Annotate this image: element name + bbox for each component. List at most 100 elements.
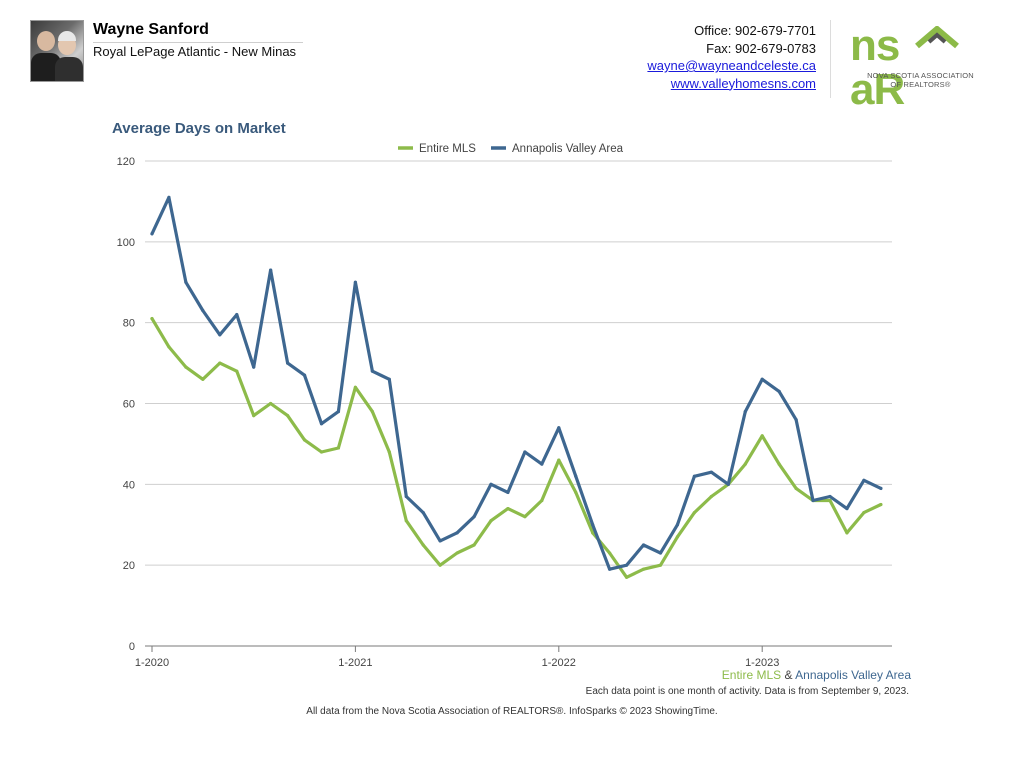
data-point: [608, 551, 612, 555]
data-point: [811, 498, 815, 503]
header-divider: [830, 20, 831, 98]
data-point: [319, 422, 324, 426]
data-point: [641, 543, 646, 547]
data-note: Each data point is one month of activity…: [585, 686, 909, 697]
contact-info: Office: 902-679-7701 Fax: 902-679-0783 w…: [647, 22, 816, 92]
agent-photo: [30, 20, 84, 82]
data-point: [523, 515, 527, 519]
data-point: [540, 498, 544, 503]
data-point: [404, 494, 408, 499]
data-point: [218, 333, 222, 337]
data-point: [879, 486, 883, 490]
report-header: Wayne Sanford Royal LePage Atlantic - Ne…: [0, 0, 1024, 112]
data-point: [794, 486, 798, 490]
legend-label: Annapolis Valley Area: [512, 143, 624, 155]
data-point: [387, 377, 391, 381]
agent-name: Wayne Sanford: [93, 21, 303, 43]
data-point: [641, 567, 646, 571]
x-tick-label: 1-2021: [338, 657, 372, 669]
y-tick-label: 40: [123, 479, 135, 491]
fax-number: Fax: 902-679-0783: [706, 40, 816, 56]
data-point: [455, 531, 459, 535]
data-point: [235, 369, 239, 373]
data-point: [574, 474, 578, 478]
data-point: [438, 563, 442, 567]
y-tick-label: 120: [117, 156, 135, 168]
data-point: [353, 280, 357, 284]
area-label: Entire MLS & Annapolis Valley Area: [722, 668, 912, 682]
data-point: [404, 519, 408, 523]
data-point: [777, 462, 781, 466]
data-point: [709, 470, 713, 474]
data-point: [658, 563, 663, 567]
data-point: [286, 414, 290, 418]
data-point: [252, 365, 256, 369]
data-point: [574, 490, 578, 495]
legend-label: Entire MLS: [419, 143, 476, 155]
data-point: [269, 401, 273, 406]
data-point: [184, 280, 188, 284]
series-line-1: [150, 195, 883, 571]
x-tick-label: 1-2022: [542, 657, 576, 669]
x-tick-label: 1-2023: [745, 657, 779, 669]
data-point: [794, 418, 798, 422]
data-point: [218, 361, 222, 365]
data-point: [591, 523, 595, 527]
data-point: [167, 345, 171, 349]
data-point: [455, 551, 459, 555]
data-point: [370, 369, 374, 373]
data-point: [472, 543, 476, 547]
data-point: [828, 498, 832, 503]
data-point: [658, 551, 663, 555]
data-point: [438, 539, 442, 543]
data-point: [675, 535, 680, 539]
data-point: [760, 377, 764, 381]
data-point: [760, 434, 764, 438]
data-point: [150, 317, 154, 321]
data-point: [625, 563, 629, 567]
data-point: [319, 450, 324, 454]
data-point: [845, 531, 849, 535]
data-point: [235, 312, 239, 317]
data-point: [387, 450, 391, 454]
data-point: [862, 511, 866, 515]
data-point: [201, 377, 205, 381]
data-point: [743, 409, 747, 414]
website-link[interactable]: www.valleyhomesns.com: [670, 75, 816, 91]
data-point: [421, 511, 425, 515]
data-point: [302, 438, 307, 442]
office-phone: Office: 902-679-7701: [694, 23, 816, 38]
data-point: [184, 365, 188, 369]
data-point: [726, 482, 730, 486]
y-tick-label: 100: [117, 237, 135, 249]
y-tick-label: 80: [123, 318, 135, 330]
chart-title: Average Days on Market: [112, 120, 286, 137]
data-point: [336, 409, 341, 414]
data-point: [777, 389, 781, 393]
data-point: [557, 426, 561, 430]
data-point: [302, 373, 307, 377]
logo-wordmark: nsaR: [850, 21, 905, 114]
data-point: [828, 494, 832, 499]
data-point: [743, 462, 747, 466]
data-point: [150, 232, 154, 236]
data-point: [692, 511, 697, 515]
logo-subtitle: NOVA SCOTIA ASSOCIATION OF REALTORS®: [867, 71, 974, 89]
data-point: [506, 490, 510, 495]
data-point: [557, 458, 561, 462]
data-point: [472, 515, 476, 519]
source-note: All data from the Nova Scotia Associatio…: [306, 706, 718, 717]
email-link[interactable]: wayne@wayneandceleste.ca: [647, 58, 816, 73]
data-point: [709, 494, 713, 499]
data-point: [286, 361, 290, 365]
data-point: [845, 506, 849, 511]
data-point: [252, 414, 256, 418]
data-point: [879, 502, 883, 507]
agent-company: Royal LePage Atlantic - New Minas: [93, 44, 297, 59]
y-tick-label: 60: [123, 399, 135, 411]
data-point: [591, 531, 595, 535]
data-point: [370, 409, 374, 414]
nsar-logo: nsaR NOVA SCOTIA ASSOCIATION OF REALTORS…: [848, 24, 993, 112]
series-line-0: [150, 317, 883, 579]
